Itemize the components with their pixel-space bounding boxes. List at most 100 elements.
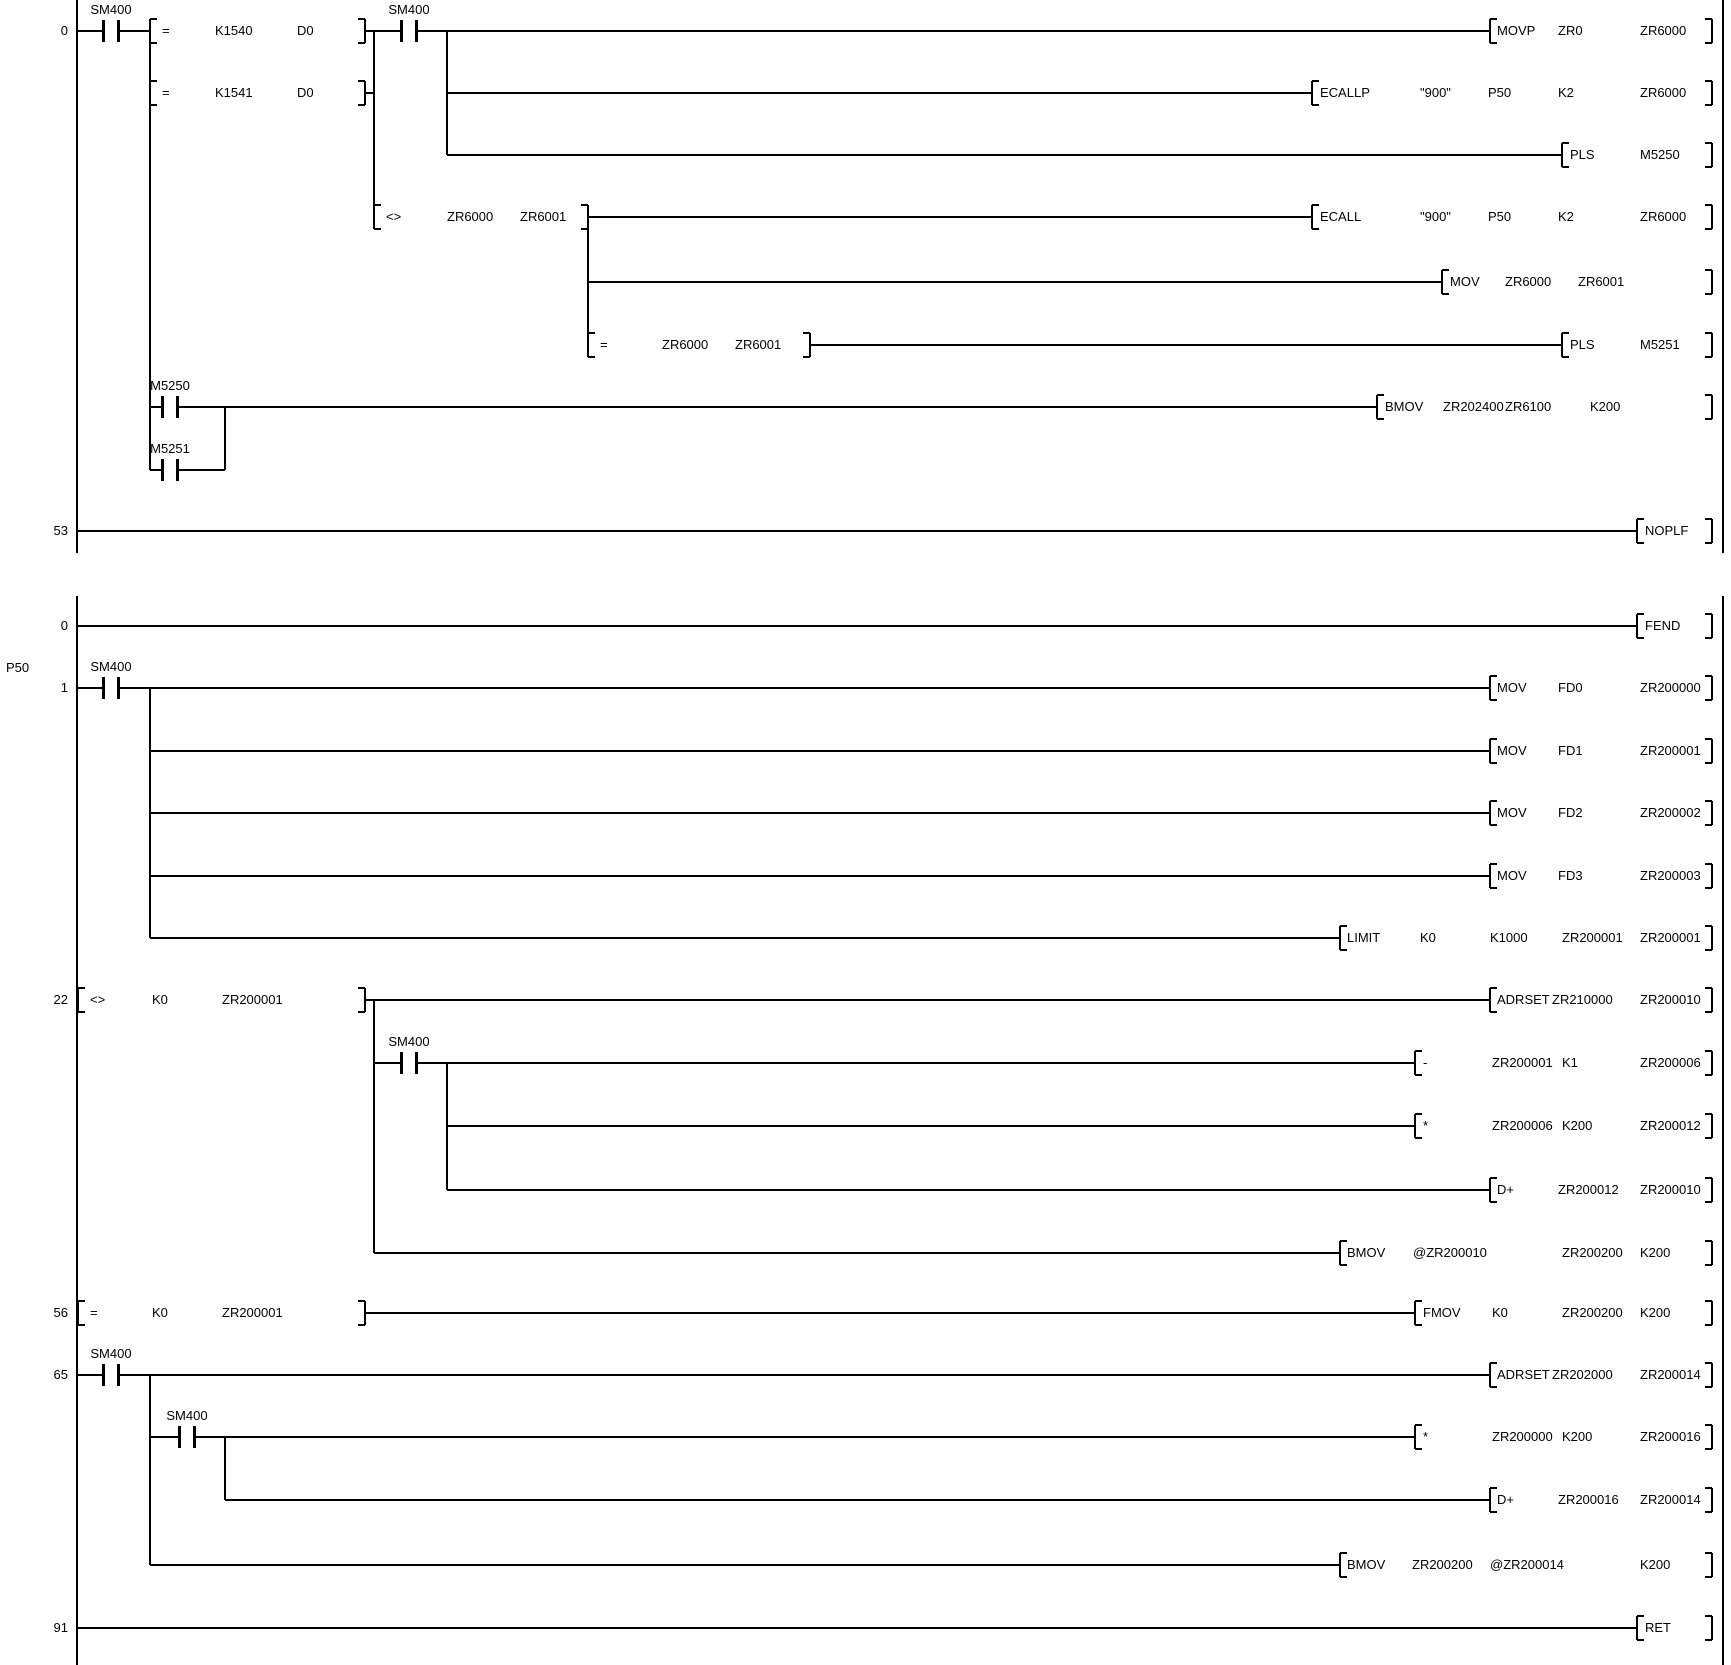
- instruction-operand: ZR200200: [1562, 1245, 1623, 1260]
- compare-operator: =: [90, 1305, 98, 1320]
- instruction-operand: ZR200012: [1558, 1182, 1619, 1197]
- contact-device-label[interactable]: M5250: [150, 378, 190, 393]
- instruction-operand: ZR6001: [1578, 274, 1625, 289]
- instruction-block[interactable]: ECALL "900" P50 K2 ZR6000: [0, 208, 1731, 226]
- instruction-name: FEND: [1645, 618, 1681, 633]
- instruction-operand: K200: [1640, 1557, 1671, 1572]
- instruction-block[interactable]: BMOV ZR200200 @ZR200014 K200: [0, 1556, 1731, 1574]
- instruction-operand: ZR200012: [1640, 1118, 1701, 1133]
- instruction-operand: K2: [1558, 209, 1574, 224]
- instruction-block[interactable]: MOV FD0 ZR200000: [0, 679, 1731, 697]
- instruction-operand: @ZR200010: [1413, 1245, 1487, 1260]
- compare-block[interactable]: <> K0 ZR200001: [0, 991, 1731, 1009]
- instruction-operand: ZR0: [1558, 23, 1583, 38]
- instruction-block[interactable]: MOV FD3 ZR200003: [0, 867, 1731, 885]
- contact-device-label[interactable]: SM400: [90, 659, 132, 674]
- instruction-block[interactable]: ADRSET ZR202000 ZR200014: [0, 1366, 1731, 1384]
- rung-wires: [78, 30, 1637, 1629]
- instruction-operand: ZR200003: [1640, 868, 1701, 883]
- instruction-operand: K1: [1562, 1055, 1578, 1070]
- compare-block[interactable]: = K0 ZR200001: [0, 1304, 1731, 1322]
- instruction-block[interactable]: ECALLP "900" P50 K2 ZR6000: [0, 84, 1731, 102]
- instruction-operand: ZR200006: [1640, 1055, 1701, 1070]
- instruction-name: ADRSET: [1497, 1367, 1550, 1382]
- contact-device-label[interactable]: M5251: [150, 441, 190, 456]
- contact-device-label[interactable]: SM400: [388, 2, 430, 17]
- instruction-name: RET: [1645, 1620, 1671, 1635]
- instruction-operand: ZR200001: [1492, 1055, 1553, 1070]
- instruction-operand: ZR6000: [1640, 23, 1687, 38]
- instruction-operand: K1000: [1490, 930, 1528, 945]
- instruction-block[interactable]: RET: [0, 1619, 1731, 1637]
- instruction-name: *: [1423, 1118, 1429, 1133]
- rung-step-number: 0: [60, 618, 68, 633]
- compare-operand: K1540: [215, 23, 253, 38]
- compare-operator: =: [600, 337, 608, 352]
- instruction-name: D+: [1497, 1492, 1514, 1507]
- rung-step-number: 56: [53, 1305, 68, 1320]
- instruction-name: MOVP: [1497, 23, 1536, 38]
- instruction-operand: ZR6000: [1505, 274, 1552, 289]
- rung-step-number: 91: [53, 1620, 68, 1635]
- compare-operand: ZR6000: [662, 337, 709, 352]
- instruction-name: MOV: [1450, 274, 1480, 289]
- compare-operand: K1541: [215, 85, 253, 100]
- instruction-operand: K200: [1562, 1118, 1593, 1133]
- instruction-block[interactable]: - ZR200001 K1 ZR200006: [0, 1054, 1731, 1072]
- instruction-block[interactable]: ADRSET ZR210000 ZR200010: [0, 991, 1731, 1009]
- contact-device-label[interactable]: SM400: [90, 2, 132, 17]
- compare-operator: =: [162, 23, 170, 38]
- instruction-block[interactable]: MOV FD2 ZR200002: [0, 804, 1731, 822]
- instruction-name: NOPLF: [1645, 523, 1689, 538]
- instruction-block[interactable]: * ZR200000 K200 ZR200016: [0, 1428, 1731, 1446]
- compare-operand: ZR6001: [735, 337, 782, 352]
- instruction-block[interactable]: PLS M5251: [0, 336, 1731, 354]
- instruction-block[interactable]: FMOV K0 ZR200200 K200: [0, 1304, 1731, 1322]
- instruction-block[interactable]: NOPLF: [0, 522, 1731, 540]
- instruction-block[interactable]: FEND: [0, 617, 1731, 635]
- contact-device-label[interactable]: SM400: [388, 1034, 430, 1049]
- contact-device-label[interactable]: SM400: [166, 1408, 208, 1423]
- instruction-name: BMOV: [1347, 1557, 1386, 1572]
- instruction-name: -: [1423, 1055, 1428, 1070]
- instruction-operand: ZR6000: [1640, 85, 1687, 100]
- instruction-operand: K200: [1562, 1429, 1593, 1444]
- compare-block[interactable]: = K1541 D0: [0, 84, 1731, 102]
- instruction-block[interactable]: BMOV @ZR200010 ZR200200 K200: [0, 1244, 1731, 1262]
- rung-step-number: 22: [53, 992, 68, 1007]
- instruction-name: PLS: [1570, 337, 1595, 352]
- instruction-block[interactable]: D+ ZR200016 ZR200014: [0, 1491, 1731, 1509]
- instruction-operand: ZR200014: [1640, 1492, 1701, 1507]
- instruction-name: LIMIT: [1347, 930, 1381, 945]
- instruction-operand: ZR200000: [1492, 1429, 1553, 1444]
- instruction-block[interactable]: MOV FD1 ZR200001: [0, 742, 1731, 760]
- instruction-block[interactable]: BMOV ZR202400 ZR6100 K200: [0, 398, 1731, 416]
- instruction-name: BMOV: [1385, 399, 1424, 414]
- instruction-operand: ZR200001: [1562, 930, 1623, 945]
- instruction-block[interactable]: MOV ZR6000 ZR6001: [0, 273, 1731, 291]
- instruction-operand: ZR200000: [1640, 680, 1701, 695]
- instruction-block[interactable]: * ZR200006 K200 ZR200012: [0, 1117, 1731, 1135]
- contact-device-label[interactable]: SM400: [90, 1346, 132, 1361]
- instruction-block[interactable]: MOVP ZR0 ZR6000: [0, 22, 1731, 40]
- instruction-block[interactable]: D+ ZR200012 ZR200010: [0, 1181, 1731, 1199]
- power-rails: [76, 0, 1724, 1665]
- instruction-operand: P50: [1488, 85, 1512, 100]
- rung-step-number: 53: [53, 523, 68, 538]
- rung-step-number: 0: [60, 23, 68, 38]
- instruction-name: ECALL: [1320, 209, 1362, 224]
- instruction-operand: ZR200010: [1640, 992, 1701, 1007]
- compare-block[interactable]: <> ZR6000 ZR6001: [0, 208, 1731, 226]
- instruction-block[interactable]: LIMIT K0 K1000 ZR200001 ZR200001: [0, 929, 1731, 947]
- instruction-block[interactable]: PLS M5250: [0, 146, 1731, 164]
- instruction-operand: P50: [1488, 209, 1512, 224]
- instruction-operand: K0: [1492, 1305, 1508, 1320]
- compare-operator: <>: [90, 992, 106, 1007]
- compare-brackets: [77, 18, 811, 1326]
- compare-block[interactable]: = ZR6000 ZR6001: [0, 336, 1731, 354]
- compare-operand: D0: [297, 85, 314, 100]
- compare-block[interactable]: = K1540 D0: [0, 22, 1731, 40]
- instruction-operand: ZR200001: [1640, 930, 1701, 945]
- instruction-operand: K200: [1640, 1245, 1671, 1260]
